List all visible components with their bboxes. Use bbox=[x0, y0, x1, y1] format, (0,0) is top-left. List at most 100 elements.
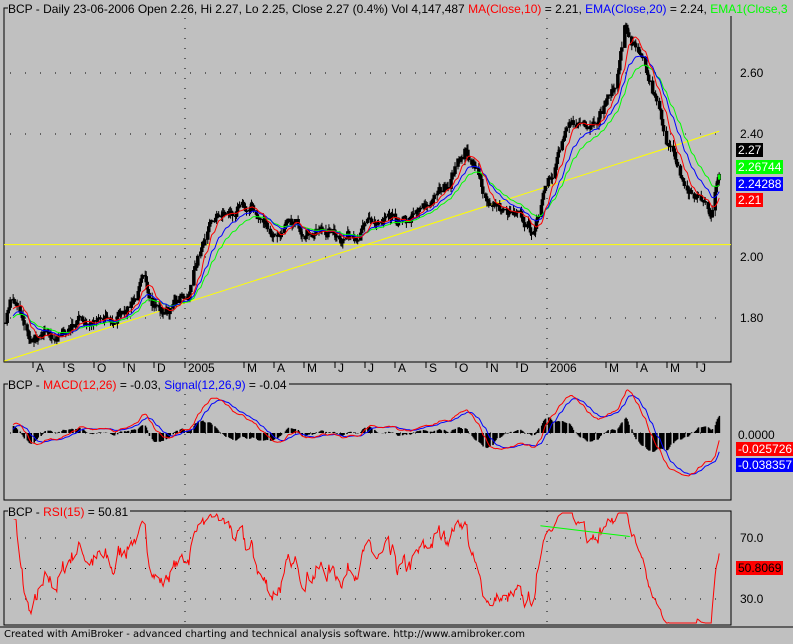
macd-histogram-bar bbox=[61, 431, 63, 433]
macd-histogram-bar bbox=[222, 433, 224, 434]
macd-histogram-bar bbox=[85, 431, 87, 433]
macd-histogram-bar bbox=[409, 433, 412, 435]
macd-histogram-bar bbox=[590, 433, 593, 442]
macd-histogram-bar bbox=[166, 433, 169, 439]
macd-histogram-bar bbox=[686, 433, 689, 437]
macd-histogram-bar bbox=[433, 430, 436, 433]
macd-histogram-bar bbox=[65, 430, 67, 433]
macd-histogram-bar bbox=[154, 433, 157, 442]
candle-body bbox=[592, 121, 596, 124]
macd-histogram-bar bbox=[387, 431, 390, 433]
macd-histogram-bar bbox=[648, 433, 650, 451]
macd-histogram-bar bbox=[362, 429, 364, 433]
ma-last-label: 2.21 bbox=[736, 193, 764, 207]
macd-histogram-bar bbox=[195, 423, 197, 433]
macd-histogram-bar bbox=[216, 428, 218, 433]
candle-body bbox=[383, 216, 388, 219]
candle-body bbox=[474, 167, 478, 169]
candle-body bbox=[390, 213, 395, 217]
macd-histogram-bar bbox=[134, 429, 137, 433]
candle-body bbox=[203, 239, 207, 246]
macd-histogram-bar bbox=[583, 433, 586, 439]
macd-histogram-bar bbox=[127, 430, 130, 433]
macd-histogram-bar bbox=[340, 433, 342, 436]
macd-histogram-bar bbox=[704, 426, 707, 433]
macd-histogram-bar bbox=[444, 430, 447, 433]
candle-body bbox=[182, 296, 186, 299]
macd-histogram-bar bbox=[132, 429, 135, 433]
macd-histogram-bar bbox=[410, 433, 413, 435]
macd-histogram-bar bbox=[627, 421, 629, 433]
macd-histogram-bar bbox=[286, 428, 289, 433]
macd-histogram-bar bbox=[190, 429, 192, 433]
macd-histogram-bar bbox=[527, 433, 529, 434]
ema-line bbox=[12, 55, 720, 336]
macd-histogram-bar bbox=[57, 432, 59, 433]
candle-body bbox=[133, 298, 138, 301]
macd-histogram-bar bbox=[19, 431, 22, 433]
x-tick-label: D bbox=[157, 361, 166, 375]
macd-histogram-bar bbox=[189, 430, 191, 433]
macd-histogram-bar bbox=[621, 422, 623, 433]
candle-body bbox=[553, 167, 558, 179]
macd-histogram-bar bbox=[533, 433, 536, 436]
macd-histogram-bar bbox=[557, 421, 560, 433]
x-tick-label: M bbox=[247, 361, 257, 375]
macd-histogram-bar bbox=[467, 431, 469, 433]
macd-histogram-bar bbox=[44, 430, 46, 433]
macd-histogram-bar bbox=[36, 433, 38, 440]
macd-histogram-bar bbox=[276, 433, 279, 439]
macd-histogram-bar bbox=[612, 429, 614, 433]
candle-body bbox=[585, 126, 589, 130]
macd-histogram-bar bbox=[92, 433, 94, 435]
macd-histogram-bar bbox=[716, 419, 719, 433]
ema-legend: EMA(Close,20) bbox=[585, 2, 667, 16]
macd-histogram-bar bbox=[402, 433, 405, 435]
macd-histogram-bar bbox=[119, 431, 122, 433]
macd-histogram-bar bbox=[679, 433, 682, 440]
candle-body bbox=[112, 323, 117, 325]
macd-histogram-bar bbox=[15, 428, 18, 433]
macd-histogram-bar bbox=[333, 431, 335, 433]
macd-histogram-bar bbox=[589, 433, 592, 442]
macd-histogram-bar bbox=[717, 417, 720, 433]
macd-histogram-bar bbox=[403, 433, 406, 434]
signal-last-label: -0.038357 bbox=[736, 458, 793, 472]
candle-body bbox=[154, 304, 158, 306]
macd-histogram-bar bbox=[252, 433, 255, 438]
macd-histogram-bar bbox=[426, 431, 429, 433]
macd-histogram-bar bbox=[49, 430, 51, 433]
macd-histogram-bar bbox=[445, 431, 448, 433]
macd-histogram-bar bbox=[419, 430, 422, 433]
macd-histogram-bar bbox=[144, 425, 147, 433]
macd-histogram-bar bbox=[667, 433, 669, 451]
macd-histogram-bar bbox=[708, 428, 711, 433]
macd-histogram-bar bbox=[174, 431, 176, 433]
macd-histogram-bar bbox=[635, 433, 637, 440]
macd-histogram-bar bbox=[579, 433, 582, 438]
macd-histogram-bar bbox=[464, 428, 466, 433]
macd-histogram-bar bbox=[662, 433, 664, 449]
macd-histogram-bar bbox=[370, 427, 372, 433]
macd-histogram-bar bbox=[321, 430, 323, 433]
macd-histogram-bar bbox=[350, 431, 352, 433]
macd-histogram-bar bbox=[120, 431, 123, 433]
candle-body bbox=[664, 130, 669, 145]
macd-histogram-bar bbox=[76, 428, 78, 433]
signal-legend: Signal(12,26,9) bbox=[164, 378, 246, 392]
macd-histogram-bar bbox=[264, 433, 267, 441]
rsi-legend-value: = 50.81 bbox=[84, 505, 129, 519]
candle-body bbox=[710, 209, 714, 218]
macd-histogram-bar bbox=[200, 421, 202, 433]
macd-histogram-bar bbox=[287, 427, 290, 433]
macd-histogram-bar bbox=[397, 433, 400, 436]
macd-histogram-bar bbox=[536, 429, 539, 433]
macd-histogram-bar bbox=[42, 433, 44, 434]
x-tick-label: M bbox=[609, 361, 619, 375]
candle-body bbox=[540, 199, 545, 206]
macd-histogram-bar bbox=[343, 433, 345, 435]
last-close-label: 2.27 bbox=[736, 143, 764, 157]
macd-histogram-bar bbox=[395, 433, 398, 435]
macd-histogram-bar bbox=[285, 429, 288, 433]
macd-histogram-bar bbox=[159, 433, 162, 442]
